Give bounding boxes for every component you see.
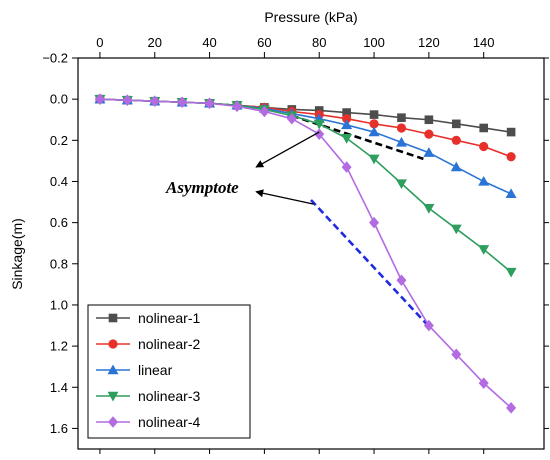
x-tick-label: 40 (202, 35, 216, 50)
legend-label: nolinear-4 (138, 414, 200, 430)
data-point (369, 110, 379, 119)
data-point (94, 93, 105, 105)
y-tick-label: −0.2 (42, 51, 68, 66)
y-tick-label: 0.4 (50, 174, 68, 189)
data-point (396, 123, 407, 133)
data-point (177, 96, 188, 109)
legend-swatch-marker (108, 416, 118, 428)
data-point (204, 97, 215, 110)
plot-frame (77, 57, 545, 450)
legend-swatch-marker (108, 339, 118, 349)
data-point (423, 204, 435, 214)
data-point (314, 128, 325, 140)
legend-label: linear (138, 362, 173, 378)
series-line (99, 98, 512, 273)
y-tick-label: 0.6 (50, 215, 68, 230)
series-nolinear-4 (94, 93, 517, 414)
data-point (423, 319, 434, 332)
y-tick-label: 0.2 (50, 133, 68, 148)
data-point (231, 100, 242, 113)
data-point (396, 274, 407, 287)
y-tick-label: 0.8 (50, 256, 68, 271)
x-axis-title: Pressure (kPa) (264, 9, 357, 25)
data-point (451, 348, 462, 361)
series-layer (94, 93, 517, 414)
y-tick-label: 1.2 (50, 339, 68, 354)
legend-items: nolinear-1 nolinear-2 linear nolinear-3 noli… (96, 310, 200, 430)
y-tick-label: 1.0 (50, 297, 68, 312)
legend-label: nolinear-3 (138, 388, 200, 404)
data-point (505, 267, 517, 278)
data-point (423, 147, 435, 157)
axes: 0 20 40 60 80 100 120 140 −0.2 0.0 0.2 0.4 0.6 0.8 1.0… (42, 35, 549, 454)
asymptote-line (310, 199, 428, 325)
legend-swatch-marker (107, 391, 119, 402)
data-point (478, 377, 489, 389)
data-point (479, 123, 488, 133)
data-point (342, 114, 352, 124)
legend-swatch-marker (107, 364, 119, 375)
legend-item: nolinear-1 (96, 310, 200, 326)
data-point (506, 127, 516, 137)
data-point (395, 179, 407, 190)
data-point (450, 161, 462, 172)
legend-item: nolinear-2 (96, 336, 200, 352)
annotation-arrow (255, 189, 314, 205)
annotation-layer: Asymptote (165, 131, 320, 205)
data-point (506, 402, 517, 414)
data-point (395, 136, 407, 147)
data-point (369, 216, 380, 229)
data-point (313, 119, 325, 130)
data-point (341, 161, 352, 173)
legend-label: nolinear-2 (138, 336, 200, 352)
legend-item: nolinear-3 (96, 388, 200, 404)
x-tick-label: 140 (473, 35, 495, 50)
data-point (451, 135, 461, 145)
x-tick-label: 100 (363, 35, 385, 50)
data-point (424, 129, 434, 139)
annotation-arrow (255, 131, 320, 168)
x-tick-label: 80 (312, 35, 326, 50)
data-point (149, 95, 160, 108)
y-tick-label: 1.4 (50, 380, 68, 395)
data-point (341, 119, 353, 130)
data-point (478, 245, 490, 255)
data-point (506, 152, 516, 162)
data-point (505, 188, 517, 199)
data-point (397, 113, 406, 122)
x-tick-label: 0 (96, 35, 103, 50)
series-line (99, 98, 512, 409)
data-point (259, 105, 270, 118)
x-tick-label: 20 (148, 35, 162, 50)
data-point (368, 154, 380, 165)
data-point (450, 224, 462, 235)
data-point (286, 112, 297, 125)
x-tick-label: 120 (418, 35, 440, 50)
legend-swatch-marker (108, 313, 118, 323)
data-point (122, 94, 133, 106)
data-point (368, 126, 380, 137)
data-point (479, 141, 489, 152)
series-line (99, 98, 512, 158)
data-point (342, 108, 351, 117)
legend-item: linear (96, 362, 173, 378)
data-point (478, 175, 490, 186)
data-point (424, 115, 434, 125)
annotation-text: Asymptote (165, 178, 239, 197)
y-axis-title: Sinkage(m) (9, 218, 25, 290)
legend-label: nolinear-1 (138, 310, 200, 326)
data-point (369, 119, 379, 129)
legend-item: nolinear-4 (96, 414, 200, 430)
y-tick-label: 0.0 (50, 92, 68, 107)
x-tick-label: 60 (257, 35, 271, 50)
data-point (341, 134, 353, 144)
y-tick-label: 1.6 (50, 421, 68, 436)
legend: nolinear-1 nolinear-2 linear nolinear-3 noli… (87, 304, 251, 439)
data-point (451, 119, 461, 129)
